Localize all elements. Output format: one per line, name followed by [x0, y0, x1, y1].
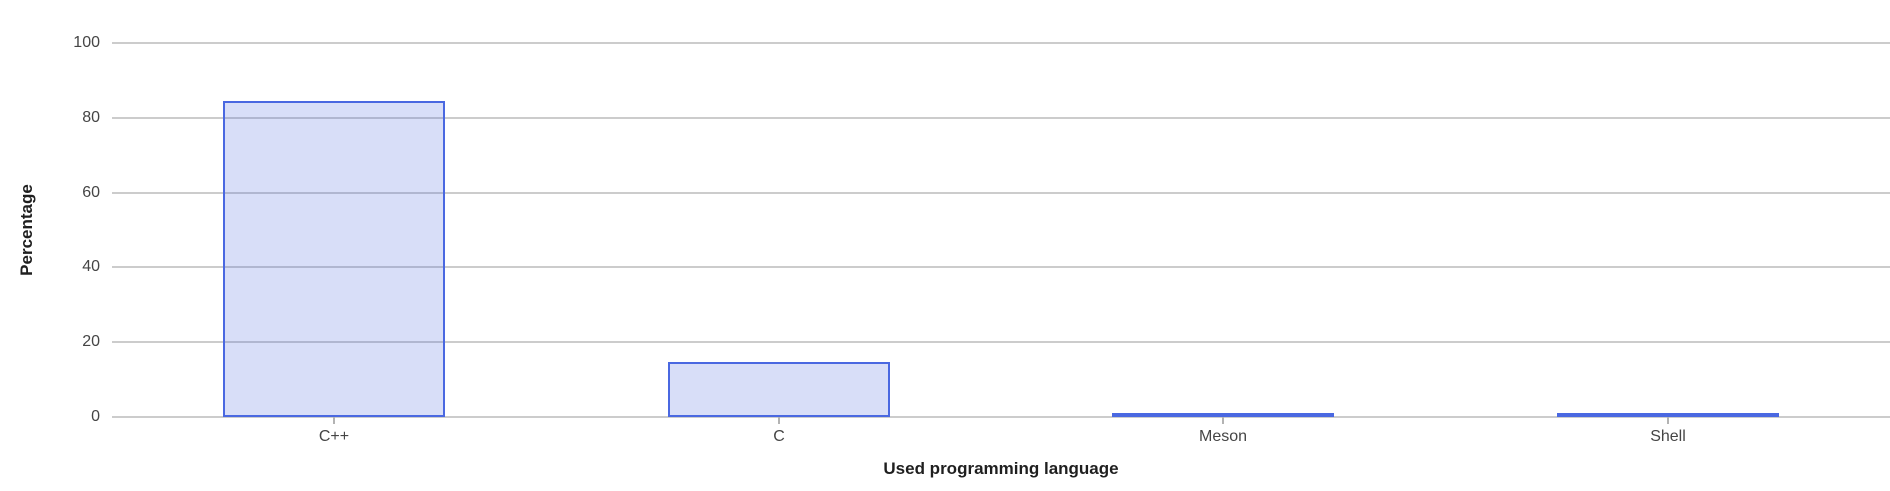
x-tick-mark: [333, 417, 335, 424]
x-tick-label: Meson: [1198, 428, 1248, 445]
gridline: [112, 191, 1890, 194]
y-tick-label: 40: [82, 258, 100, 276]
x-tick-label: C++: [318, 428, 350, 445]
y-tick-label: 100: [73, 34, 100, 51]
bar-shell[interactable]: [1557, 413, 1779, 417]
bar-meson[interactable]: [1112, 413, 1334, 417]
gridline: [112, 341, 1890, 344]
x-tick-mark: [1222, 417, 1224, 424]
y-tick-label: 0: [91, 408, 100, 425]
y-tick-label: 20: [82, 333, 100, 351]
x-axis-title: Used programming language: [883, 459, 1119, 478]
y-tick-label: 60: [82, 183, 100, 201]
gridline: [112, 116, 1890, 119]
gridline: [112, 416, 1890, 418]
x-tick-mark: [778, 417, 780, 424]
x-tick-label: Shell: [1650, 428, 1686, 445]
y-tick-label: 80: [82, 108, 100, 126]
bar-c[interactable]: [668, 362, 890, 417]
gridline: [112, 42, 1890, 44]
plot-area: [112, 42, 1890, 418]
x-tick-label: C: [773, 428, 785, 445]
bar-c-[interactable]: [223, 101, 445, 417]
x-tick-mark: [1667, 417, 1669, 424]
gridline: [112, 266, 1890, 269]
